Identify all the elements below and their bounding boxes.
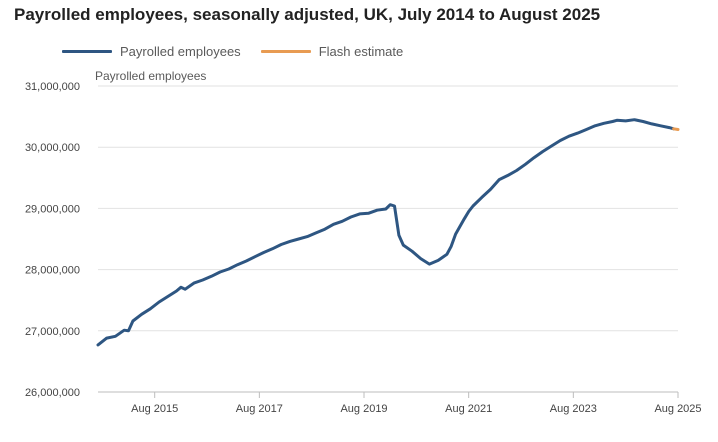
x-tick-label: Aug 2015 bbox=[131, 403, 178, 415]
legend-swatch-flash-estimate bbox=[260, 50, 311, 53]
x-tick-label: Aug 2023 bbox=[550, 403, 597, 415]
series-line-payrolled-employees bbox=[96, 118, 676, 347]
legend-label-flash-estimate: Flash estimate bbox=[318, 44, 404, 59]
x-tick-label: Aug 2017 bbox=[236, 403, 283, 415]
legend-label-payrolled-employees: Payrolled employees bbox=[120, 44, 241, 59]
x-tick-label: Aug 2021 bbox=[445, 403, 492, 415]
legend: Payrolled employees Flash estimate bbox=[62, 44, 423, 59]
x-tick-label: Aug 2025 bbox=[654, 403, 701, 415]
x-tick-label: Aug 2019 bbox=[340, 403, 387, 415]
y-tick-label: 26,000,000 bbox=[25, 387, 80, 399]
legend-item-flash-estimate[interactable]: Flash estimate bbox=[260, 44, 404, 59]
y-tick-label: 29,000,000 bbox=[25, 203, 80, 215]
y-tick-label: 31,000,000 bbox=[25, 81, 80, 93]
y-axis-title: Payrolled employees bbox=[95, 69, 207, 83]
legend-item-payrolled-employees[interactable]: Payrolled employees bbox=[62, 44, 241, 59]
series-line-flash-estimate bbox=[672, 127, 680, 131]
chart-title: Payrolled employees, seasonally adjusted… bbox=[14, 5, 601, 24]
y-tick-label: 30,000,000 bbox=[25, 142, 80, 154]
y-tick-label: 28,000,000 bbox=[25, 265, 80, 277]
legend-swatch-payrolled-employees bbox=[62, 50, 112, 53]
y-tick-label: 27,000,000 bbox=[25, 326, 80, 338]
